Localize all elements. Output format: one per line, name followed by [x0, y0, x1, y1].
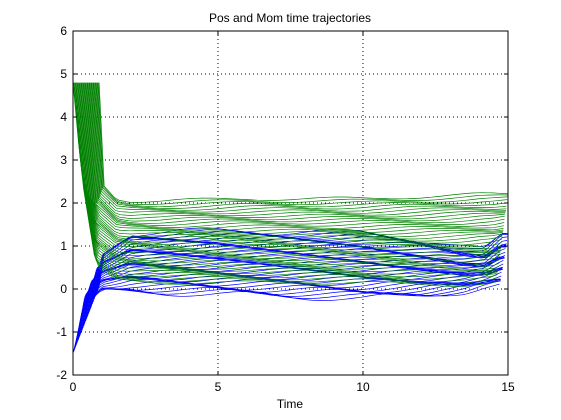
trajectory-line	[81, 268, 503, 332]
trajectory-line	[87, 254, 505, 316]
y-tick-label: 1	[60, 239, 67, 253]
trajectory-line	[88, 253, 505, 315]
trajectory-line	[80, 82, 501, 262]
trajectory-line	[80, 82, 501, 260]
plot-area-background	[73, 31, 508, 375]
x-tick-label: 15	[501, 380, 515, 394]
trajectory-line	[73, 82, 498, 283]
trajectory-line	[73, 82, 498, 285]
trajectory-line	[82, 82, 502, 253]
trajectory-line	[96, 82, 508, 209]
trajectory-line	[79, 82, 500, 264]
trajectory-line	[81, 82, 501, 258]
trajectory-line	[75, 82, 498, 278]
trajectory-line	[83, 82, 502, 251]
x-tick-label: 0	[70, 380, 77, 394]
trajectory-line	[88, 82, 504, 234]
y-tick-label: 3	[60, 153, 67, 167]
trajectory-line	[85, 82, 503, 245]
chart-title: Pos and Mom time trajectories	[209, 11, 371, 25]
series-lines	[72, 82, 509, 354]
trajectory-line	[84, 82, 503, 247]
trajectory-line	[73, 278, 501, 351]
trajectory-line	[80, 267, 503, 334]
trajectory-line	[88, 82, 504, 236]
trajectory-line	[74, 278, 501, 349]
trajectory-line	[92, 82, 506, 224]
trajectory-line	[94, 82, 507, 217]
trajectory-line	[74, 82, 498, 280]
trajectory-line	[76, 82, 499, 272]
trajectory-line	[92, 241, 507, 303]
x-tick-label: 5	[215, 380, 222, 394]
y-tick-label: 0	[60, 282, 67, 296]
trajectory-line	[90, 82, 505, 228]
trajectory-line	[78, 82, 500, 267]
y-tick-label: 4	[60, 110, 67, 124]
trajectory-line	[89, 82, 504, 232]
trajectory-line	[73, 280, 500, 352]
trajectory-line	[72, 82, 497, 287]
y-tick-label: -1	[56, 325, 67, 339]
trajectory-line	[75, 82, 499, 275]
trajectory-line	[90, 82, 505, 230]
y-tick-label: 6	[60, 24, 67, 38]
y-tick-label: 2	[60, 196, 67, 210]
y-tick-label: 5	[60, 67, 67, 81]
trajectory-line	[96, 82, 507, 211]
trajectory-line	[94, 82, 507, 215]
trajectory-line	[86, 82, 503, 241]
trajectory-line	[77, 82, 499, 270]
trajectory-line	[98, 82, 508, 205]
x-tick-label: 10	[356, 380, 370, 394]
trajectory-line	[92, 82, 506, 222]
trajectory-line	[75, 279, 501, 347]
trajectory-line	[98, 227, 509, 287]
trajectory-line	[86, 82, 503, 243]
trajectory-line	[86, 255, 505, 318]
trajectory-line	[97, 82, 508, 208]
x-axis-label: Time	[277, 397, 304, 411]
trajectory-line	[78, 82, 500, 269]
trajectory-line	[92, 243, 506, 304]
trajectory-line	[84, 82, 502, 249]
trajectory-line	[91, 82, 505, 226]
series-family-1	[72, 82, 509, 287]
axis-ticks: -2 -1 0 1 2 3 4 5 6 0 5 10 15	[56, 24, 515, 394]
y-tick-label: -2	[56, 368, 67, 382]
trajectory-line	[93, 240, 507, 301]
trajectory-line	[87, 82, 504, 238]
trajectory-line	[95, 82, 507, 213]
trajectory-line	[93, 82, 506, 219]
trajectory-line	[82, 82, 501, 255]
trajectory-line	[98, 82, 509, 203]
